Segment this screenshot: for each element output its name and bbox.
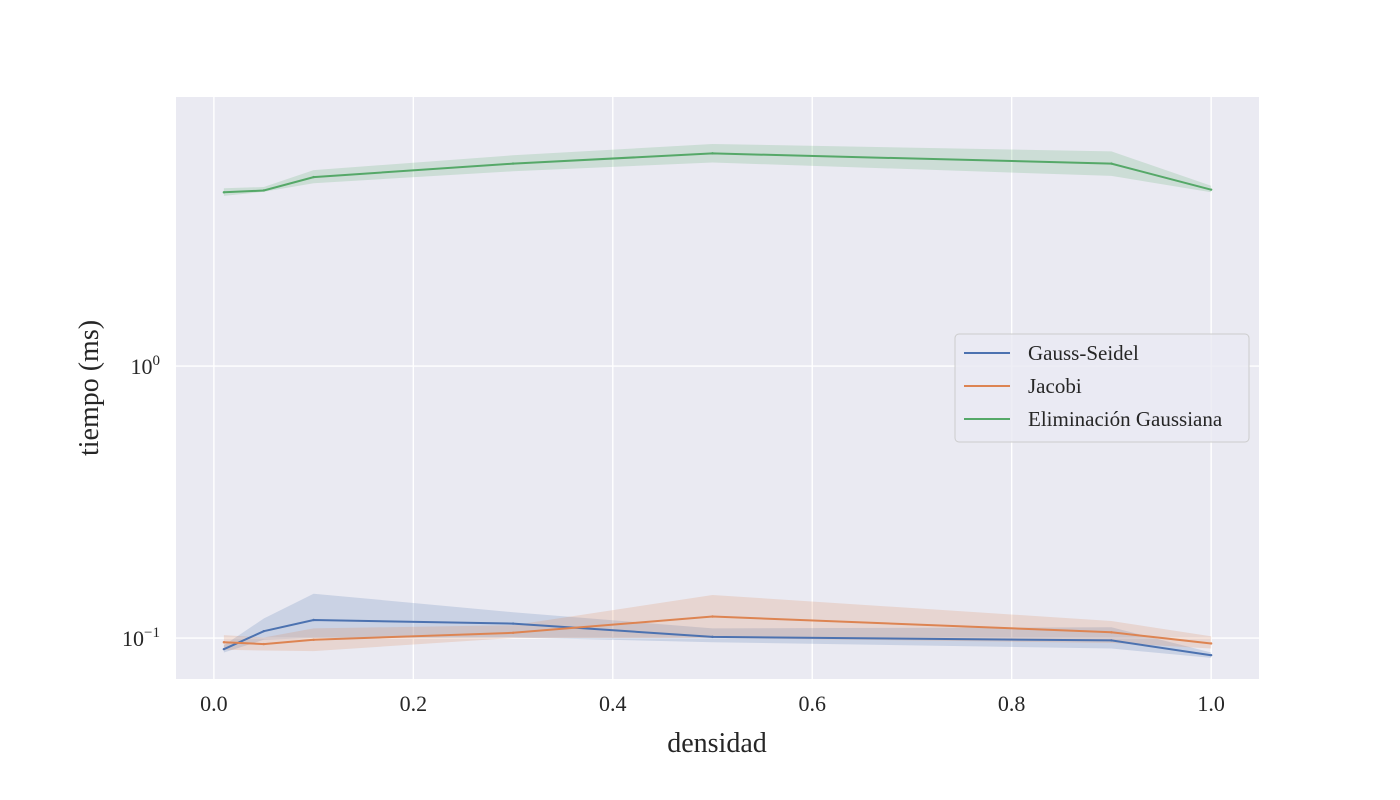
data-point (262, 629, 265, 633)
legend-frame (954, 333, 1250, 443)
confidence-band-1 (223, 595, 1212, 652)
x-tick-label: 0.6 (798, 691, 826, 716)
legend-label-0: Gauss-Seidel (1028, 341, 1139, 365)
data-point (222, 191, 226, 194)
data-point (1209, 653, 1213, 657)
data-point (711, 152, 714, 155)
y-tick-label: 10−1 (122, 625, 160, 651)
x-tick-labels: 0.0 0.2 0.4 0.6 0.8 1.0 (200, 691, 1225, 716)
x-tick-label: 0.0 (200, 691, 228, 716)
data-point (1110, 639, 1113, 642)
data-point (1110, 631, 1113, 634)
x-tick-label: 0.4 (599, 691, 627, 716)
data-point (1209, 642, 1213, 645)
data-point (312, 638, 315, 642)
series-lines (222, 152, 1213, 657)
data-point (511, 162, 515, 165)
data-point (1209, 188, 1213, 191)
data-point (1110, 162, 1113, 165)
y-tick-label: 100 (131, 353, 161, 379)
confidence-band-0 (223, 593, 1212, 658)
data-point (711, 615, 714, 618)
data-point (511, 622, 515, 625)
x-tick-label: 0.2 (400, 691, 428, 716)
legend-label-2: Eliminación Gaussiana (1028, 407, 1223, 431)
data-point (262, 642, 265, 646)
confidence-band-2 (223, 144, 1212, 196)
confidence-bands (223, 144, 1212, 658)
x-tick-label: 0.8 (998, 691, 1026, 716)
x-tick-label: 1.0 (1197, 691, 1225, 716)
y-axis-label: tiempo (ms) (74, 320, 105, 456)
data-point (312, 618, 315, 622)
x-axis-label: densidad (667, 728, 767, 759)
y-tick-labels: 10−1 100 (122, 353, 160, 651)
data-point (222, 647, 226, 651)
data-point (262, 189, 265, 192)
data-point (511, 631, 515, 635)
data-point (222, 641, 226, 644)
legend-label-1: Jacobi (1028, 374, 1082, 398)
data-point (711, 635, 714, 639)
data-point (312, 175, 315, 179)
legend: Gauss-Seidel Jacobi Eliminación Gaussiana (954, 333, 1250, 443)
